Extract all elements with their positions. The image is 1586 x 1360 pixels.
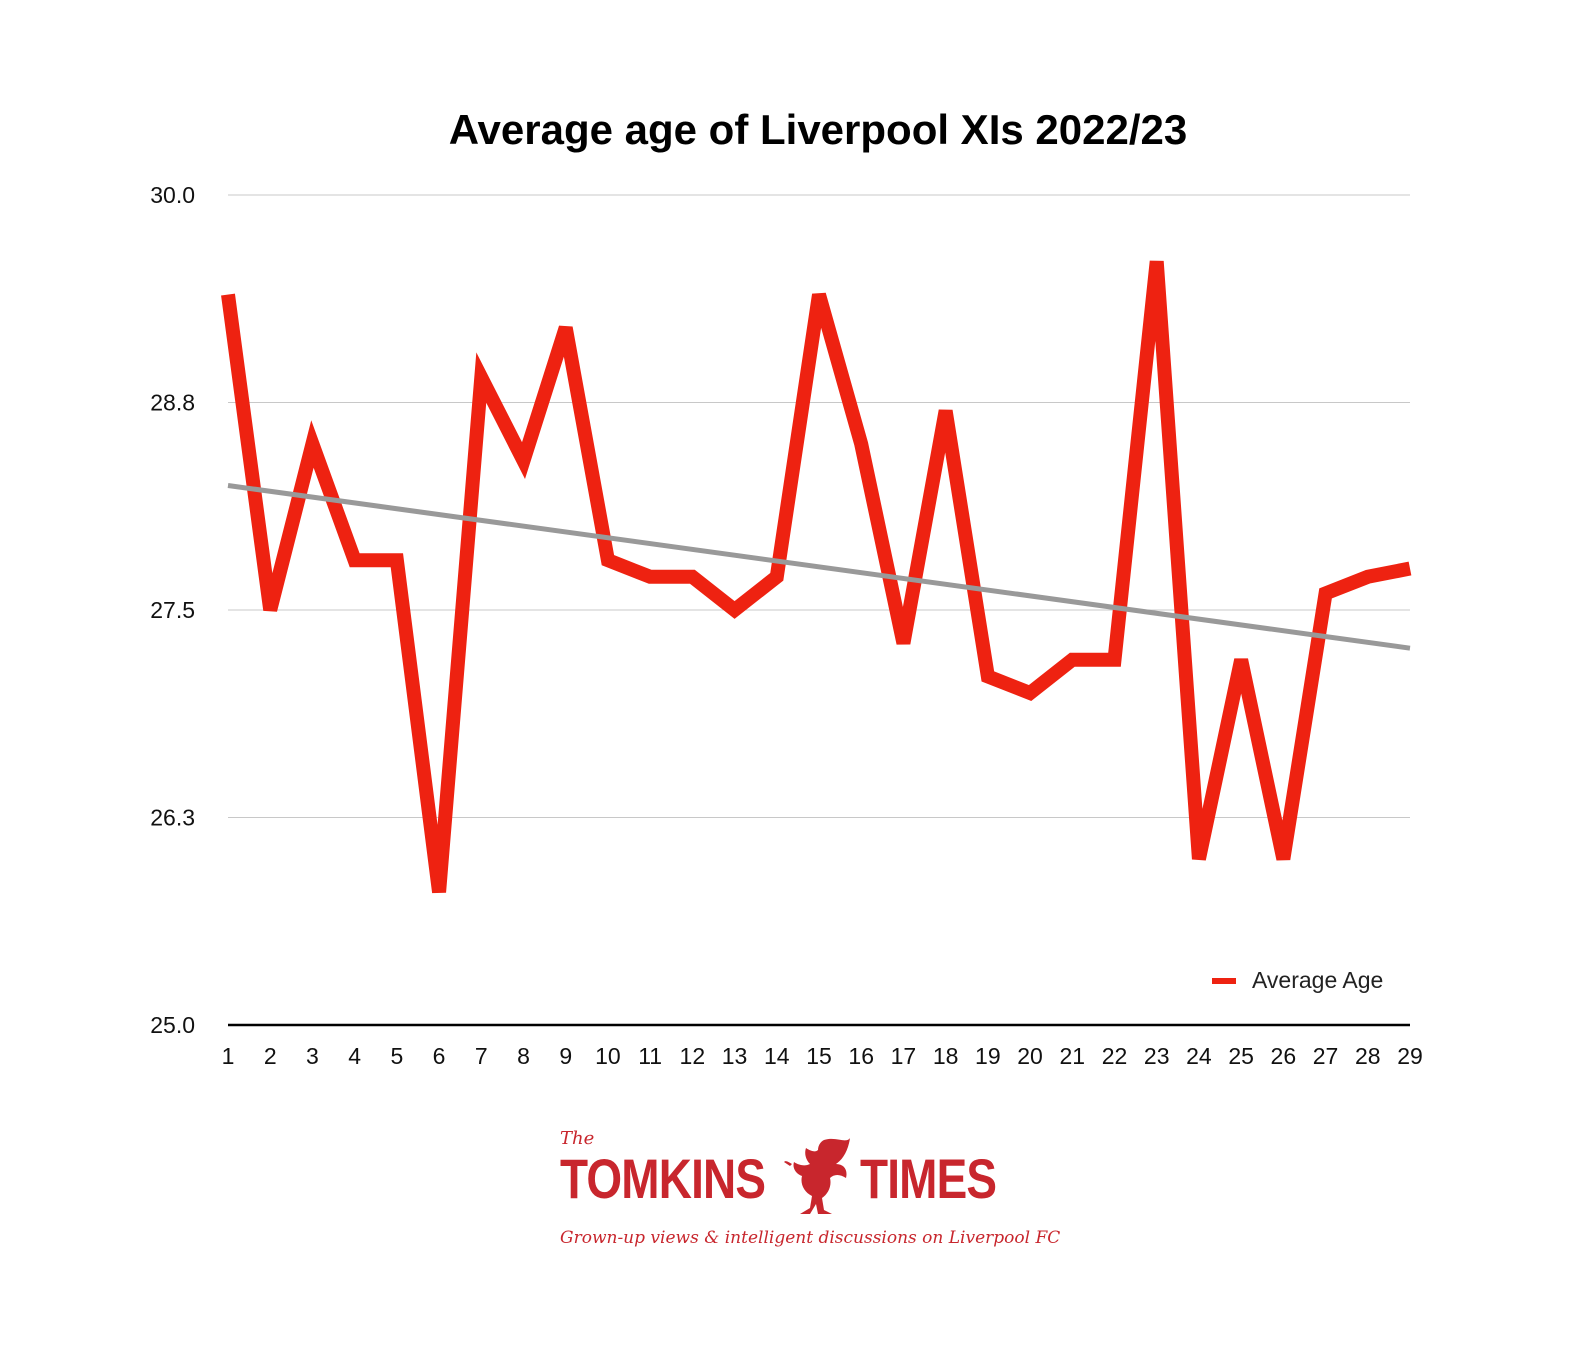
logo-tagline: Grown-up views & intelligent discussions… (560, 1228, 1061, 1248)
x-tick-label: 20 (1017, 1043, 1043, 1069)
y-tick-label: 26.3 (150, 805, 195, 831)
tomkins-times-logo: The TOMKINS TIMES Grown-up views & intel… (560, 1128, 1060, 1268)
x-tick-label: 7 (475, 1043, 488, 1069)
x-tick-label: 22 (1102, 1043, 1128, 1069)
logo-word-times: TIMES (860, 1147, 997, 1210)
x-tick-label: 3 (306, 1043, 319, 1069)
x-tick-label: 19 (975, 1043, 1001, 1069)
x-tick-label: 18 (933, 1043, 959, 1069)
x-tick-label: 23 (1144, 1043, 1170, 1069)
liverbird-icon (784, 1138, 850, 1214)
x-tick-label: 9 (559, 1043, 572, 1069)
x-tick-label: 17 (891, 1043, 917, 1069)
legend: Average Age (1212, 967, 1383, 993)
x-tick-label: 14 (764, 1043, 790, 1069)
x-tick-label: 10 (595, 1043, 621, 1069)
series-average-age (221, 260, 1412, 894)
x-tick-label: 29 (1397, 1043, 1423, 1069)
x-tick-label: 4 (348, 1043, 361, 1069)
y-tick-label: 25.0 (150, 1012, 195, 1038)
x-tick-label: 6 (433, 1043, 446, 1069)
x-tick-label: 11 (638, 1043, 662, 1069)
x-tick-label: 16 (848, 1043, 874, 1069)
y-tick-label: 27.5 (150, 597, 195, 623)
x-tick-label: 1 (222, 1043, 235, 1069)
y-tick-label: 30.0 (150, 182, 195, 208)
x-tick-label: 2 (264, 1043, 277, 1069)
x-tick-label: 8 (517, 1043, 530, 1069)
x-tick-label: 12 (680, 1043, 706, 1069)
x-tick-label: 26 (1271, 1043, 1297, 1069)
y-axis-ticks: 25.0 26.3 27.5 28.8 30.0 (150, 182, 195, 1038)
legend-label-average-age: Average Age (1252, 967, 1383, 993)
x-axis-ticks: 1 2 3 4 5 6 7 8 9 10 11 12 13 14 15 16 17 18 19 20 21 22 23 24 2… (222, 1043, 1423, 1069)
x-tick-label: 28 (1355, 1043, 1381, 1069)
trendline (227, 483, 1411, 651)
trendline-line (227, 483, 1411, 651)
x-tick-label: 27 (1313, 1043, 1339, 1069)
x-tick-label: 15 (806, 1043, 832, 1069)
x-tick-label: 5 (390, 1043, 403, 1069)
x-tick-label: 21 (1059, 1043, 1085, 1069)
x-tick-label: 25 (1228, 1043, 1254, 1069)
logo-the: The (560, 1128, 595, 1149)
chart-title: Average age of Liverpool XIs 2022/23 (449, 106, 1187, 153)
x-tick-label: 24 (1186, 1043, 1212, 1069)
x-tick-label: 13 (722, 1043, 748, 1069)
logo-word-tomkins: TOMKINS (560, 1147, 766, 1210)
series-line-average-age (221, 260, 1412, 894)
y-tick-label: 28.8 (150, 390, 195, 416)
